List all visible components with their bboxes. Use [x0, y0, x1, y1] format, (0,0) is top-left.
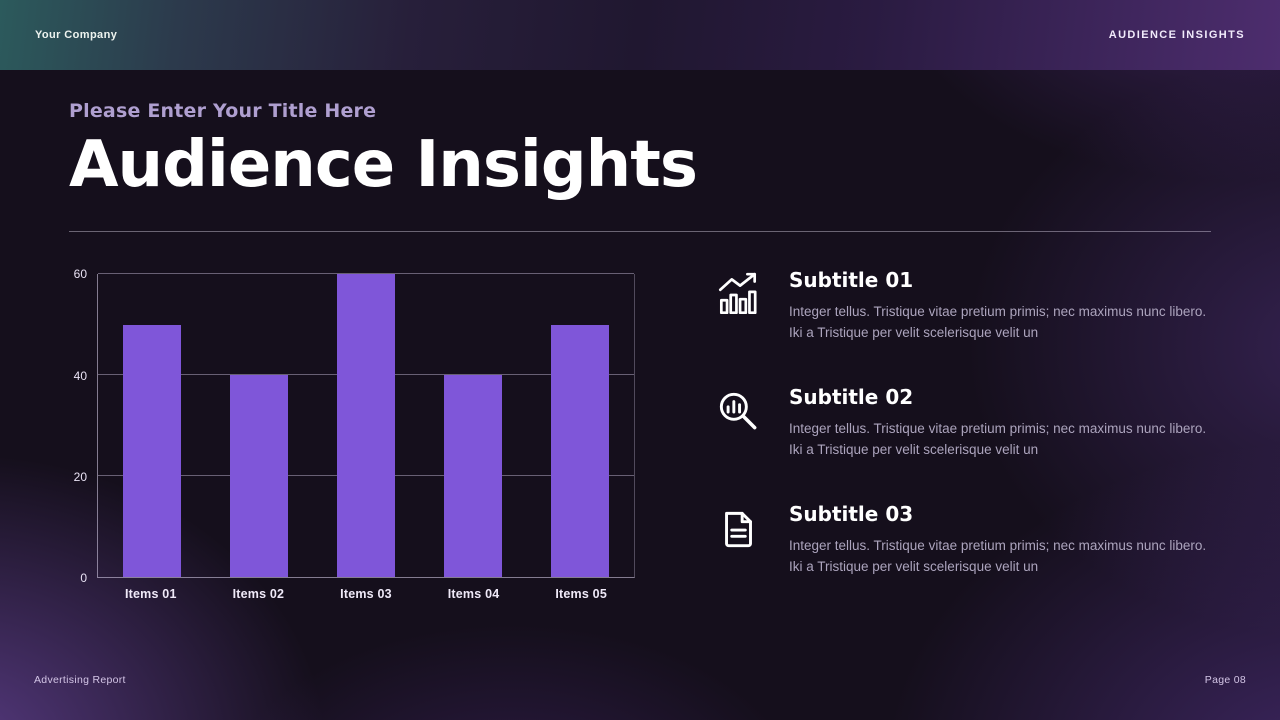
bar-slot [312, 274, 419, 578]
feature-list: Subtitle 01 Integer tellus. Tristique vi… [713, 268, 1211, 601]
y-tick-label: 60 [73, 267, 87, 282]
chart-plot [97, 273, 635, 579]
bar-3 [337, 274, 395, 578]
main-content: 0 20 40 60 Items 01 Items 02 Items 03 Items 04… [0, 267, 1280, 601]
feature-title: Subtitle 02 [789, 385, 914, 410]
footer-report-label: Advertising Report [34, 674, 126, 686]
divider-line [69, 231, 1211, 233]
search-analytics-icon [713, 387, 763, 437]
feature-body: Integer tellus. Tristique vitae pretium … [789, 538, 1207, 575]
bar-4 [444, 375, 503, 578]
chart-bars [98, 274, 634, 578]
page-title: Audience Insights [69, 128, 698, 202]
heading-block: Please Enter Your Title Here Audience In… [0, 70, 1280, 199]
chart-y-axis: 0 20 40 60 [69, 267, 97, 585]
document-icon [713, 504, 763, 554]
x-tick-label: Items 04 [447, 587, 500, 602]
feature-body: Integer tellus. Tristique vitae pretium … [789, 304, 1207, 341]
y-tick-label: 20 [73, 469, 87, 484]
header-bar: Your Company AUDIENCE INSIGHTS [0, 0, 1280, 70]
bar-chart: 0 20 40 60 Items 01 Items 02 Items 03 Items 04… [69, 267, 635, 601]
bar-slot [98, 274, 205, 578]
feature-title: Subtitle 01 [789, 268, 914, 293]
bar-2 [229, 375, 288, 578]
bar-1 [122, 324, 181, 578]
x-tick-label: Items 05 [555, 587, 607, 602]
feature-body: Integer tellus. Tristique vitae pretium … [789, 421, 1207, 458]
slide-section-label: AUDIENCE INSIGHTS [1108, 29, 1245, 41]
company-name: Your Company [35, 29, 118, 41]
y-tick-label: 40 [73, 368, 87, 383]
feature-row-1: Subtitle 01 Integer tellus. Tristique vi… [713, 268, 1211, 343]
chart-x-axis: Items 01 Items 02 Items 03 Items 04 Items 05 [97, 587, 635, 601]
feature-title: Subtitle 03 [789, 502, 914, 527]
bar-slot [420, 274, 527, 578]
growth-chart-icon [713, 270, 763, 320]
slide-subtitle-placeholder: Please Enter Your Title Here [69, 100, 377, 122]
gridline [98, 273, 634, 275]
bar-5 [551, 324, 610, 578]
feature-row-3: Subtitle 03 Integer tellus. Tristique vi… [713, 502, 1211, 577]
x-tick-label: Items 01 [124, 587, 177, 602]
x-tick-label: Items 02 [232, 587, 285, 602]
footer-page-number: Page 08 [1204, 674, 1246, 686]
x-tick-label: Items 03 [340, 587, 392, 602]
feature-row-2: Subtitle 02 Integer tellus. Tristique vi… [713, 385, 1211, 460]
bar-slot [527, 274, 634, 578]
y-tick-label: 0 [80, 571, 87, 586]
bar-slot [205, 274, 312, 578]
